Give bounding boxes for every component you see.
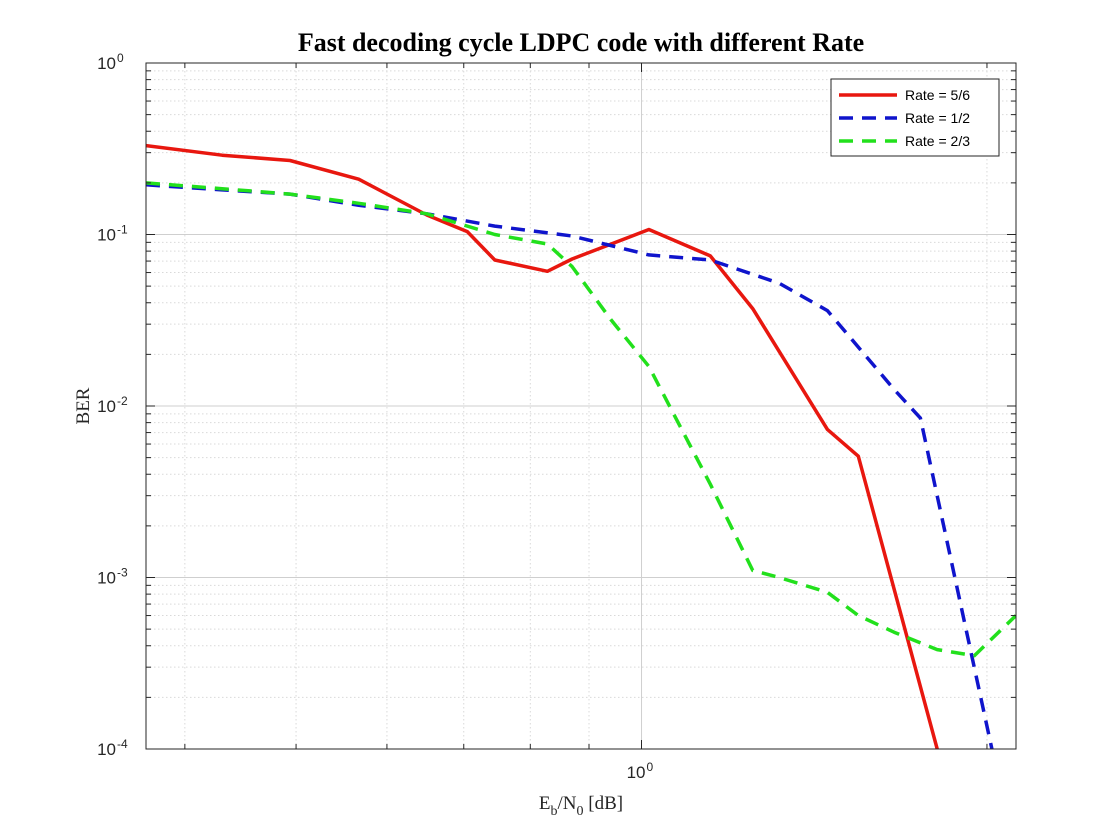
x-axis-label-tail: [dB] [584, 793, 624, 814]
chart-title: Fast decoding cycle LDPC code with diffe… [298, 28, 864, 57]
y-tick-label: 10 [97, 740, 116, 759]
legend-label-2: Rate = 1/2 [905, 110, 970, 126]
x-tick-label: 10 [627, 763, 646, 782]
x-axis-label: Eb/N0 [dB] [539, 793, 623, 819]
y-tick-label: 10 [97, 226, 116, 245]
tick-labels: 10 010 -110 -210 -310 -410 0 [97, 51, 653, 782]
series-line-3 [146, 181, 1016, 658]
x-tick-exponent: 0 [647, 760, 654, 774]
legend: Rate = 5/6 Rate = 1/2 Rate = 2/3 [830, 78, 1000, 157]
x-axis-label-sub1: b [551, 804, 558, 819]
x-axis-label-mid: /N [558, 793, 577, 814]
series-line-1 [146, 143, 939, 749]
data-series [146, 143, 1016, 749]
y-tick-label: 10 [97, 569, 116, 588]
y-tick-exponent: -2 [117, 394, 128, 408]
y-tick-exponent: 0 [117, 51, 124, 65]
x-axis-label-sub2: 0 [577, 804, 584, 819]
legend-box [830, 78, 1000, 157]
y-tick-exponent: -4 [117, 737, 128, 751]
series-line-2 [146, 183, 994, 749]
legend-label-3: Rate = 2/3 [905, 133, 970, 149]
x-axis-label-main: E [539, 793, 551, 814]
y-tick-label: 10 [97, 397, 116, 416]
legend-label-1: Rate = 5/6 [905, 87, 970, 103]
y-tick-label: 10 [97, 54, 116, 73]
y-tick-exponent: -1 [117, 223, 128, 237]
y-tick-exponent: -3 [117, 566, 128, 580]
y-axis-label: BER [73, 387, 94, 424]
axis-ticks [146, 62, 1016, 750]
